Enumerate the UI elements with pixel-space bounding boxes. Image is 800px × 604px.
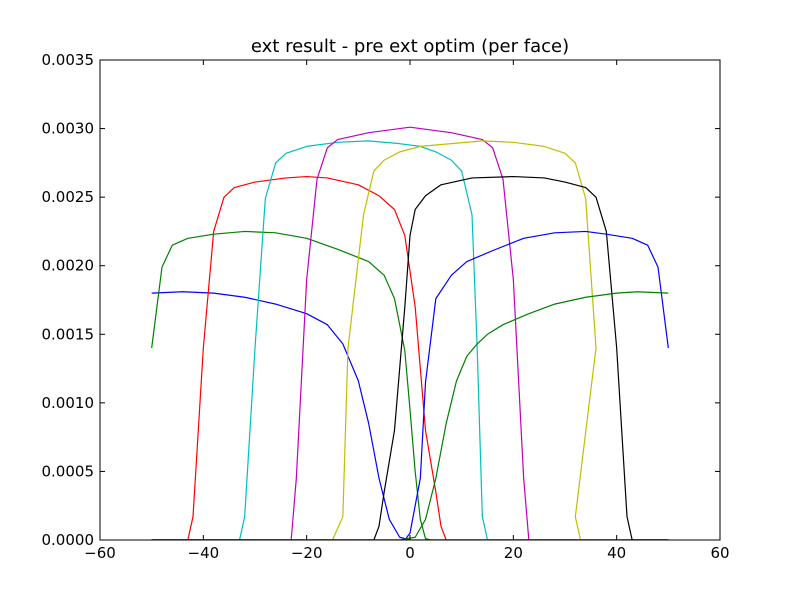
tick-layer: −60 −40 −20 0 20 40 60 0.0000 0.0005 0.0010 0.0015… — [42, 51, 730, 562]
series-line-9 — [151, 291, 669, 540]
series-line-4 — [151, 140, 669, 540]
y-tick-label: 0.0000 — [42, 531, 95, 549]
chart-title: ext result - pre ext optim (per face) — [251, 36, 569, 57]
series-line-1 — [151, 291, 669, 540]
series-line-5 — [151, 126, 669, 540]
x-tick-label: −40 — [188, 544, 220, 562]
y-tick-label: 0.0030 — [42, 120, 95, 138]
y-tick-label: 0.0015 — [42, 325, 95, 343]
y-tick-label: 0.0010 — [42, 394, 95, 412]
x-tick-label: 20 — [504, 544, 523, 562]
series-layer — [151, 126, 669, 540]
series-line-6 — [151, 140, 669, 540]
y-tick-label: 0.0005 — [42, 462, 95, 480]
x-tick-label: 0 — [405, 544, 415, 562]
x-tick-label: −20 — [291, 544, 323, 562]
x-tick-label: 40 — [607, 544, 626, 562]
y-tick-label: 0.0025 — [42, 188, 95, 206]
y-tick-label: 0.0020 — [42, 257, 95, 275]
x-tick-label: −60 — [84, 544, 116, 562]
series-line-3 — [151, 175, 669, 540]
series-line-7 — [151, 175, 669, 540]
series-line-8 — [151, 230, 669, 540]
y-tick-label: 0.0035 — [42, 51, 95, 69]
x-tick-label: 60 — [710, 544, 729, 562]
series-line-2 — [151, 230, 669, 540]
